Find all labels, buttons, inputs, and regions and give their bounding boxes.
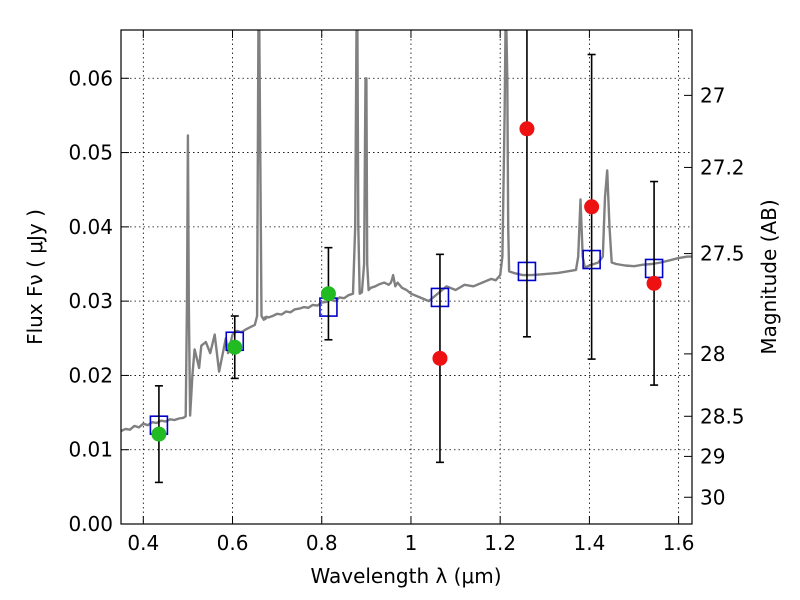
- y-tick-label: 0.00: [68, 512, 113, 536]
- ticks: 0.4 0.6 0.8 1 1.2 1.4 1.6 0.00 0.01 0.02 0.03 0.04 0…: [68, 30, 745, 555]
- x-tick-label: 1: [405, 531, 418, 555]
- y-tick-label: 0.04: [68, 215, 113, 239]
- magnitude-tick-label: 30: [700, 485, 725, 509]
- x-tick-label: 1.4: [573, 531, 605, 555]
- y-tick-label: 0.05: [68, 141, 113, 165]
- magnitude-tick-label: 27: [700, 83, 725, 107]
- detection-point: [151, 426, 167, 442]
- x-tick-label: 0.4: [127, 531, 159, 555]
- model-spectrum-line: [121, 30, 692, 433]
- plot-frame: [120, 29, 693, 525]
- x-tick-label: 0.8: [306, 531, 338, 555]
- y-axis-title-right: Magnitude (AB): [757, 199, 781, 354]
- y-axis-title-left: Flux Fν ( μJy ): [23, 209, 47, 345]
- magnitude-tick-label: 27.2: [700, 155, 745, 179]
- upper-limit-point: [519, 121, 535, 137]
- grid: [121, 30, 692, 525]
- detection-point: [320, 286, 336, 302]
- y-tick-label: 0.01: [68, 438, 113, 462]
- data-layer: [121, 30, 692, 484]
- x-tick-label: 1.6: [663, 531, 695, 555]
- magnitude-tick-label: 28.5: [700, 404, 745, 428]
- magnitude-tick-label: 28: [700, 342, 725, 366]
- y-tick-label: 0.06: [68, 66, 113, 90]
- y-tick-label: 0.03: [68, 289, 113, 313]
- x-axis-title: Wavelength λ (μm): [310, 564, 501, 588]
- y-tick-label: 0.02: [68, 363, 113, 387]
- upper-limit-point: [646, 275, 662, 291]
- magnitude-tick-label: 29: [700, 444, 725, 468]
- upper-limit-point: [432, 350, 448, 366]
- upper-limit-point: [584, 199, 600, 215]
- x-tick-label: 0.6: [217, 531, 249, 555]
- x-tick-label: 1.2: [484, 531, 516, 555]
- magnitude-tick-label: 27.5: [700, 242, 745, 266]
- detection-point: [227, 339, 243, 355]
